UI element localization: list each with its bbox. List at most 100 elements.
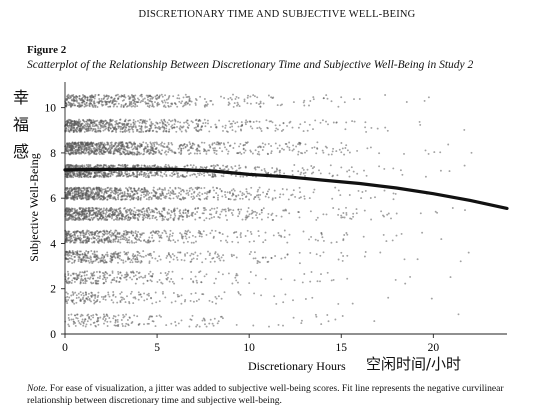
scatter-point <box>83 253 86 256</box>
scatter-point <box>80 124 83 127</box>
scatter-point <box>162 207 164 210</box>
scatter-point <box>100 191 103 194</box>
scatter-point <box>284 256 287 259</box>
scatter-point <box>218 216 221 219</box>
scatter-point <box>168 165 171 168</box>
scatter-point <box>89 219 91 222</box>
scatter-point <box>88 99 91 102</box>
scatter-point <box>270 96 273 99</box>
scatter-point <box>298 262 301 265</box>
scatter-point <box>163 207 166 210</box>
scatter-point <box>142 130 145 133</box>
scatter-point <box>198 235 201 238</box>
scatter-point <box>250 150 252 153</box>
scatter-point <box>370 218 373 221</box>
scatter-point <box>171 232 174 235</box>
scatter-point <box>66 213 69 216</box>
scatter-point <box>341 216 344 219</box>
scatter-point <box>331 150 334 153</box>
scatter-point <box>236 121 239 124</box>
scatter-point <box>196 258 199 260</box>
scatter-point <box>82 127 85 130</box>
scatter-point <box>337 208 340 211</box>
scatter-point <box>161 95 164 98</box>
scatter-point <box>151 122 154 125</box>
scatter-point <box>421 231 424 234</box>
scatter-point <box>107 151 110 154</box>
scatter-point <box>220 142 223 144</box>
scatter-point <box>308 238 310 241</box>
scatter-point <box>184 165 187 168</box>
scatter-point <box>188 103 191 106</box>
scatter-point <box>78 164 80 167</box>
scatter-point <box>204 125 207 128</box>
scatter-point <box>68 95 71 98</box>
scatter-point <box>185 237 188 240</box>
scatter-point <box>200 235 203 238</box>
scatter-point <box>130 259 133 262</box>
scatter-point <box>111 126 114 129</box>
scatter-point <box>184 197 187 200</box>
scatter-point <box>194 186 197 189</box>
scatter-point <box>311 146 314 149</box>
scatter-point <box>79 129 82 132</box>
scatter-point <box>167 143 170 146</box>
scatter-point <box>144 145 147 148</box>
scatter-point <box>248 198 251 201</box>
scatter-point <box>114 99 116 102</box>
scatter-point <box>390 217 392 220</box>
scatter-point <box>344 147 347 149</box>
scatter-point <box>282 148 285 151</box>
scatter-point <box>170 142 173 144</box>
scatter-point <box>132 231 135 234</box>
scatter-point <box>145 176 147 179</box>
scatter-point <box>267 142 270 145</box>
scatter-point <box>257 230 260 233</box>
scatter-point <box>123 124 126 127</box>
scatter-point <box>224 208 227 211</box>
scatter-point <box>190 100 193 103</box>
scatter-point <box>107 241 110 244</box>
scatter-point <box>433 151 436 154</box>
scatter-point <box>148 129 151 132</box>
scatter-point <box>147 94 150 97</box>
scatter-point <box>265 171 267 174</box>
scatter-point <box>89 125 92 128</box>
scatter-point <box>111 119 114 122</box>
scatter-point <box>111 130 114 133</box>
scatter-point <box>78 176 81 179</box>
scatter-point <box>135 241 138 244</box>
scatter-point <box>191 144 194 147</box>
scatter-point <box>212 186 215 189</box>
scatter-point <box>67 145 70 148</box>
scatter-point <box>250 193 252 196</box>
scatter-point <box>188 95 191 98</box>
scatter-point <box>84 152 87 154</box>
scatter-point <box>73 233 76 236</box>
scatter-point <box>79 192 82 195</box>
scatter-point <box>85 207 88 210</box>
scatter-point <box>94 165 97 168</box>
scatter-point <box>93 151 96 154</box>
scatter-point <box>304 151 306 154</box>
scatter-point <box>72 124 75 127</box>
scatter-point <box>134 257 137 260</box>
scatter-point <box>108 129 110 132</box>
scatter-point <box>264 195 267 198</box>
scatter-point <box>98 153 101 156</box>
scatter-point <box>310 165 313 167</box>
scatter-point <box>162 188 165 191</box>
scatter-point <box>102 210 105 213</box>
scatter-point <box>70 257 73 260</box>
scatter-point <box>155 192 158 195</box>
scatter-point <box>98 213 101 216</box>
scatter-point <box>90 260 93 263</box>
scatter-point <box>222 254 225 257</box>
scatter-point <box>312 128 314 131</box>
scatter-point <box>126 170 129 173</box>
scatter-point <box>276 147 279 150</box>
scatter-point <box>148 165 151 167</box>
scatter-point <box>240 129 243 132</box>
scatter-point <box>69 238 72 241</box>
scatter-point <box>158 128 161 131</box>
